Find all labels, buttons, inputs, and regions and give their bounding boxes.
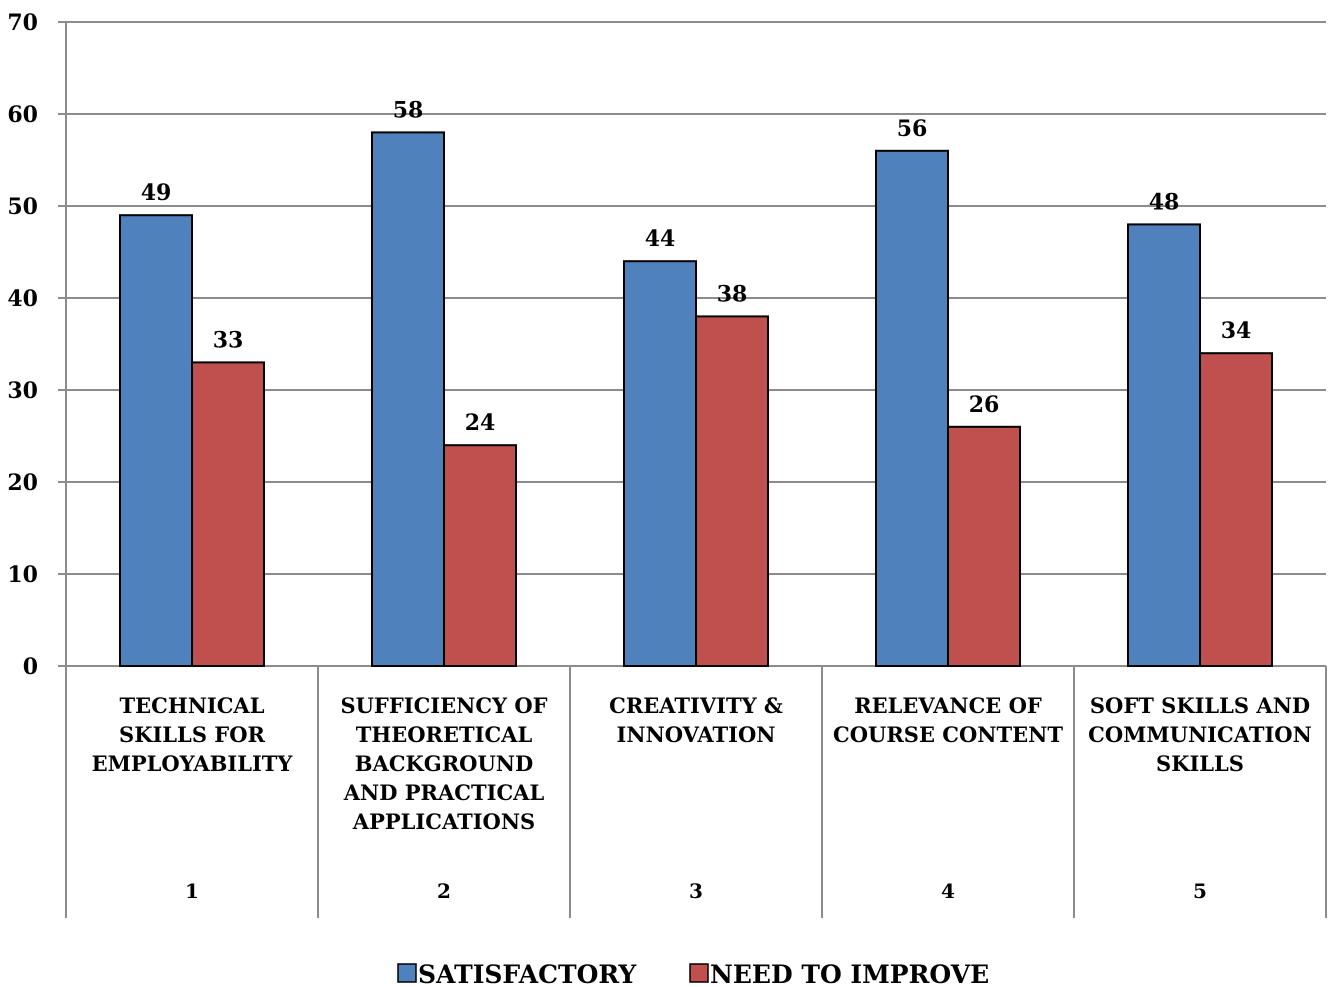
data-label: 26 bbox=[969, 392, 1000, 418]
data-label: 44 bbox=[645, 226, 676, 252]
category-label: SOFT SKILLS AND bbox=[1090, 693, 1310, 718]
y-tick-label: 0 bbox=[23, 654, 38, 680]
category-label: COURSE CONTENT bbox=[833, 722, 1063, 747]
data-labels: 49 33 58 24 44 38 56 26 48 34 bbox=[141, 97, 1252, 436]
category-label: THEORETICAL bbox=[356, 722, 533, 747]
bar-need-to-improve-1 bbox=[191, 361, 265, 667]
bars bbox=[119, 131, 1273, 668]
y-tick-label: 50 bbox=[7, 194, 38, 220]
legend-label: SATISFACTORY bbox=[418, 960, 637, 987]
category-label: CREATIVITY & bbox=[609, 693, 783, 718]
category-label: EMPLOYABILITY bbox=[92, 751, 294, 776]
data-label: 33 bbox=[213, 327, 244, 353]
y-tick-label: 10 bbox=[7, 562, 38, 588]
legend-swatch bbox=[397, 963, 417, 983]
bar-need-to-improve-2 bbox=[443, 444, 517, 668]
y-tick-label: 20 bbox=[7, 470, 38, 496]
y-tick-label: 30 bbox=[7, 378, 38, 404]
category-label: APPLICATIONS bbox=[352, 809, 535, 834]
bar-satisfactory-1 bbox=[119, 214, 193, 667]
y-tick-label: 40 bbox=[7, 286, 38, 312]
bar-satisfactory-2 bbox=[371, 131, 445, 667]
category-label: BACKGROUND bbox=[355, 751, 533, 776]
bar-satisfactory-3 bbox=[623, 260, 697, 667]
category-label: TECHNICAL bbox=[120, 693, 265, 718]
category-label: RELEVANCE OF bbox=[854, 693, 1042, 718]
category-label: INNOVATION bbox=[617, 722, 776, 747]
data-label: 56 bbox=[897, 116, 928, 142]
category-label: SUFFICIENCY OF bbox=[340, 693, 547, 718]
bar-need-to-improve-4 bbox=[947, 425, 1021, 667]
category-index-label: 5 bbox=[1193, 879, 1207, 903]
y-axis-ticks: 0 10 20 30 40 50 60 70 bbox=[7, 10, 38, 680]
bar-satisfactory-4 bbox=[875, 149, 949, 668]
bar-need-to-improve-3 bbox=[695, 315, 769, 667]
category-label: SKILLS bbox=[1156, 751, 1244, 776]
y-tick-label: 60 bbox=[7, 102, 38, 128]
bar-need-to-improve-5 bbox=[1199, 352, 1273, 667]
category-index-label: 2 bbox=[437, 879, 451, 903]
category-label: AND PRACTICAL bbox=[343, 780, 545, 805]
data-label: 38 bbox=[717, 281, 748, 307]
data-label: 48 bbox=[1149, 189, 1180, 215]
bar-satisfactory-5 bbox=[1127, 223, 1201, 667]
category-index-label: 3 bbox=[689, 879, 703, 903]
data-label: 34 bbox=[1221, 318, 1252, 344]
legend: SATISFACTORY NEED TO IMPROVE bbox=[397, 960, 989, 987]
category-label: SKILLS FOR bbox=[119, 722, 265, 747]
data-label: 24 bbox=[465, 410, 496, 436]
category-index-label: 4 bbox=[941, 879, 955, 903]
legend-label: NEED TO IMPROVE bbox=[710, 960, 989, 987]
category-label: COMMUNICATION bbox=[1088, 722, 1312, 747]
x-axis: TECHNICAL SKILLS FOR EMPLOYABILITY 1 SUFFICI… bbox=[65, 22, 1327, 918]
data-label: 58 bbox=[393, 97, 424, 123]
legend-swatch bbox=[689, 963, 709, 983]
data-label: 49 bbox=[141, 180, 172, 206]
y-tick-label: 70 bbox=[7, 10, 38, 36]
category-index-label: 1 bbox=[185, 879, 199, 903]
